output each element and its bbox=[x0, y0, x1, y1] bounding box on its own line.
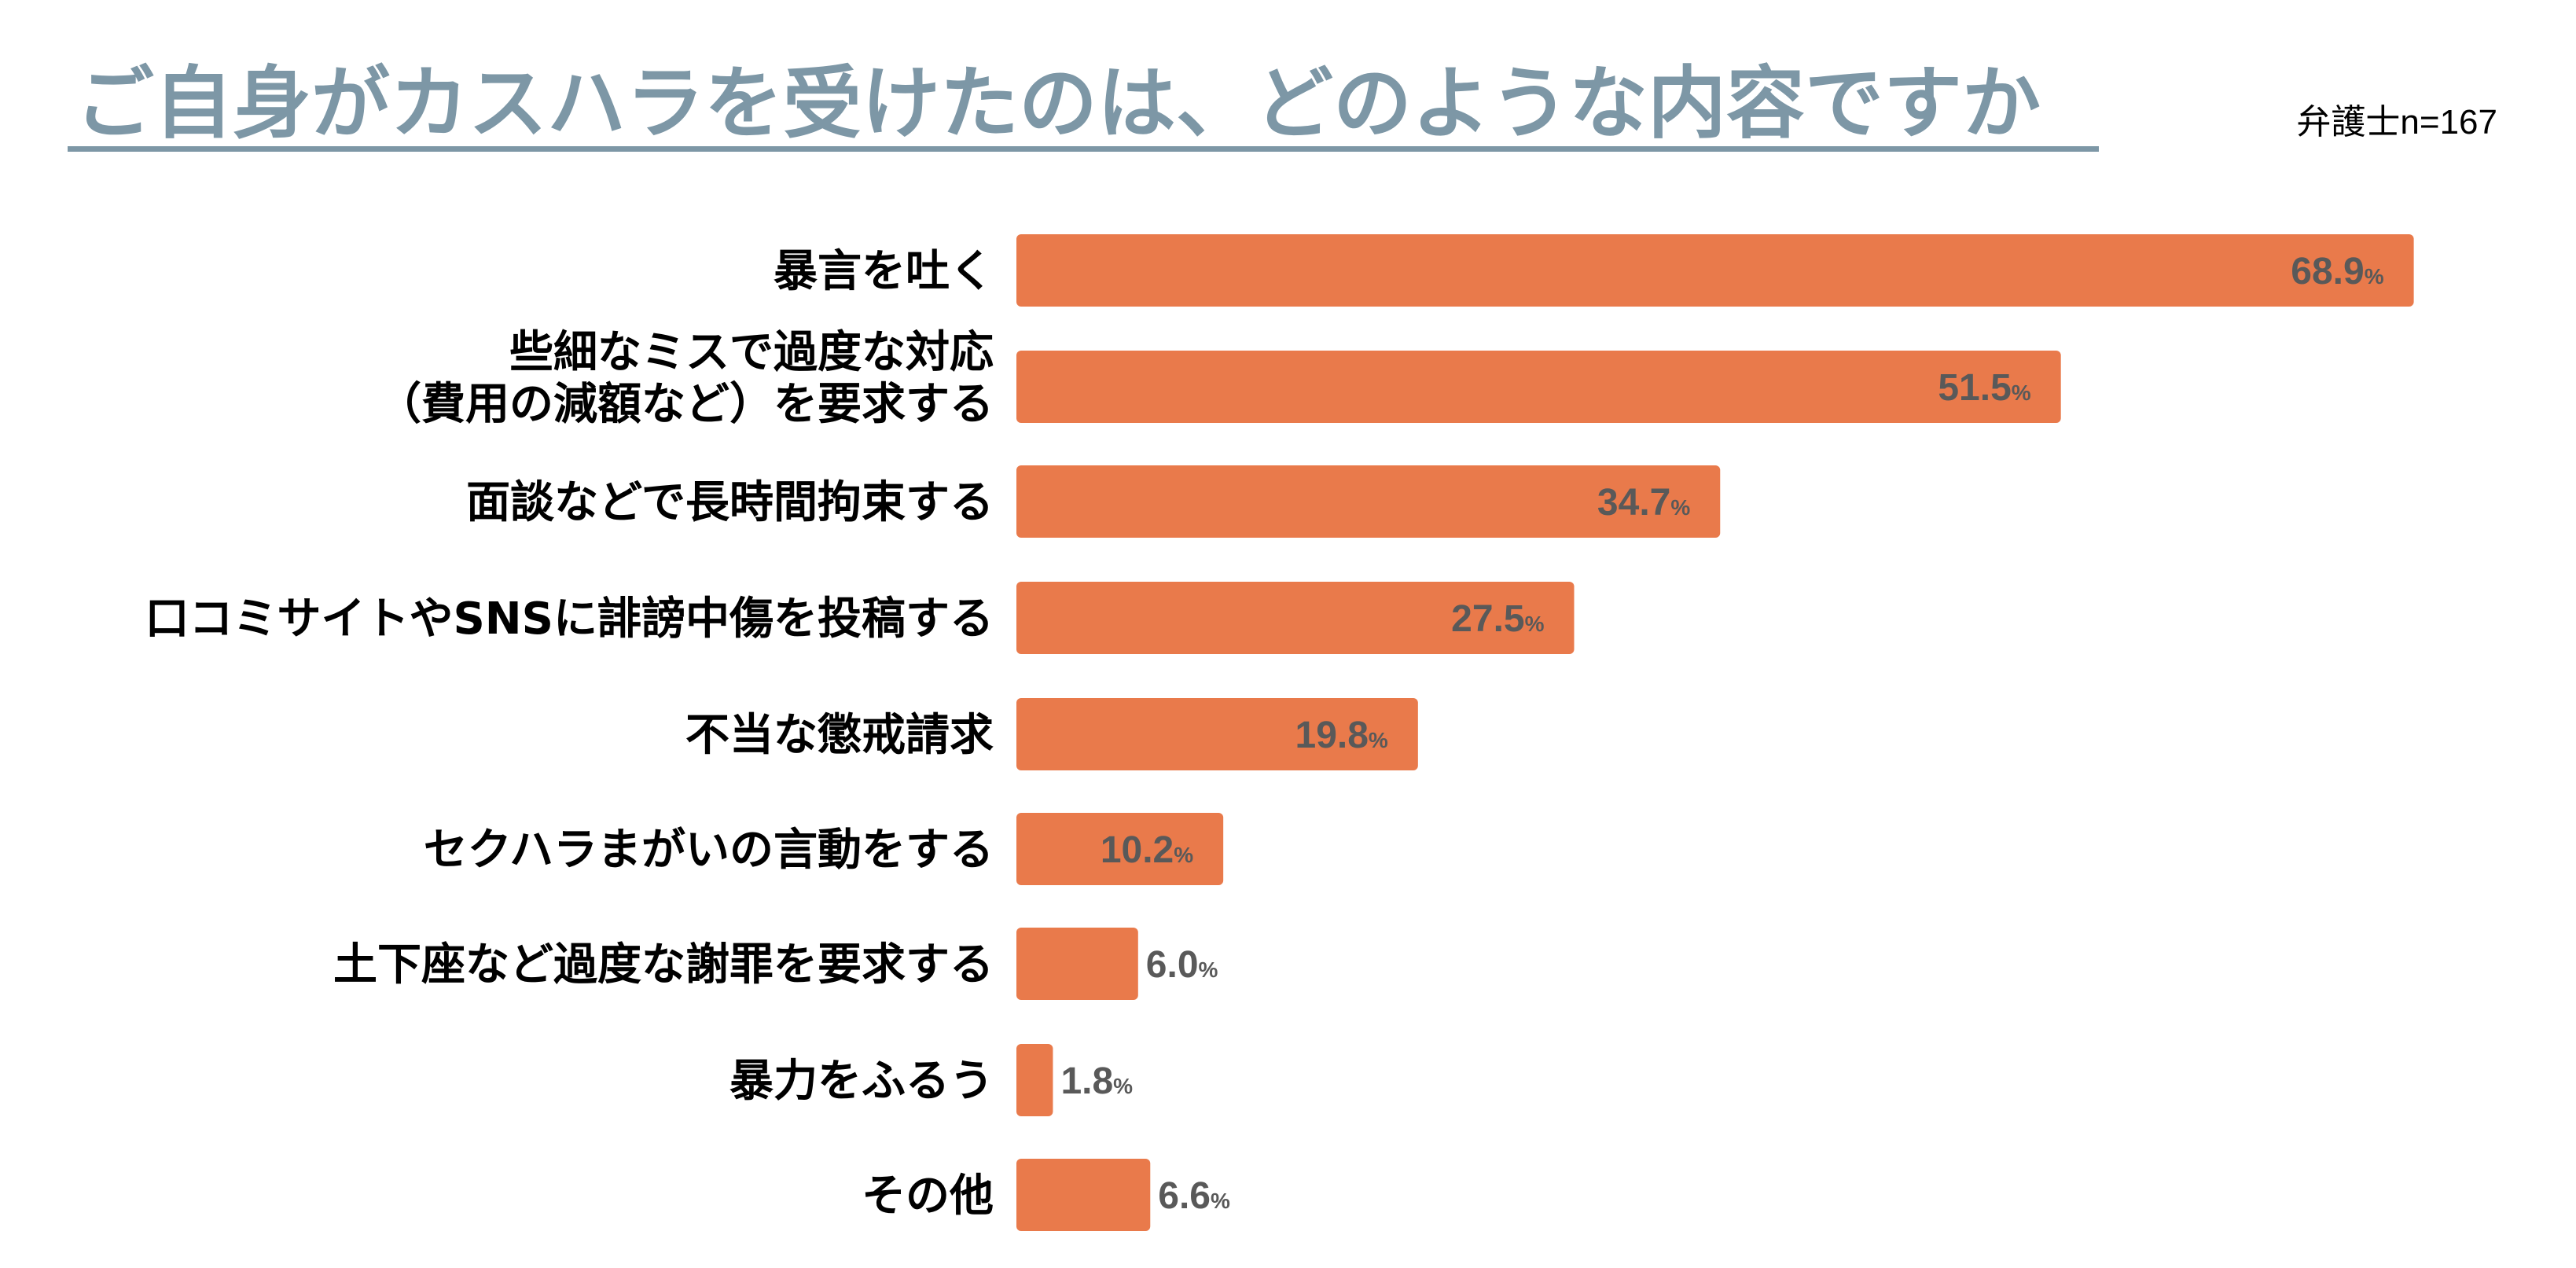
chart-title: ご自身がカスハラを受けたのは、どのような内容ですか bbox=[75, 57, 2041, 149]
value-label-9: 6.6% bbox=[1158, 1175, 1230, 1217]
value-label-3: 34.7% bbox=[1597, 482, 1690, 524]
category-label-4: 口コミサイトやSNSに誹謗中傷を投稿する bbox=[145, 594, 994, 645]
category-label-5: 不当な懲戒請求 bbox=[685, 710, 994, 761]
category-label-8: 暴力をふるう bbox=[729, 1056, 994, 1107]
bar-5 bbox=[1016, 698, 1418, 770]
category-label-7: 土下座など過度な謝罪を要求する bbox=[333, 939, 994, 991]
bar-7 bbox=[1016, 928, 1138, 1000]
value-label-8: 1.8% bbox=[1060, 1060, 1133, 1102]
value-label-5: 19.8% bbox=[1295, 715, 1388, 756]
category-label-3: 面談などで長時間拘束する bbox=[466, 477, 994, 528]
value-label-1: 68.9% bbox=[2291, 251, 2383, 292]
bar-2 bbox=[1016, 351, 2061, 423]
category-label-1: 暴言を吐く bbox=[774, 246, 994, 297]
bar-4 bbox=[1016, 582, 1575, 654]
bar-9 bbox=[1016, 1159, 1151, 1231]
value-label-6: 10.2% bbox=[1101, 829, 1193, 871]
category-label-9: その他 bbox=[862, 1171, 994, 1222]
sample-size-note: 弁護士n=167 bbox=[2296, 103, 2497, 142]
bar-3 bbox=[1016, 465, 1721, 538]
value-label-2: 51.5% bbox=[1938, 367, 2030, 409]
value-label-7: 6.0% bbox=[1146, 944, 1218, 986]
bar-8 bbox=[1016, 1044, 1053, 1116]
bar-1 bbox=[1016, 234, 2414, 307]
category-label-2: 些細なミスで過度な対応（費用の減額など）を要求する bbox=[377, 327, 994, 430]
bar-6 bbox=[1016, 813, 1224, 885]
title-underline bbox=[68, 146, 2099, 152]
category-label-6: セクハラまがいの言動をする bbox=[424, 825, 994, 876]
value-label-4: 27.5% bbox=[1451, 598, 1544, 640]
